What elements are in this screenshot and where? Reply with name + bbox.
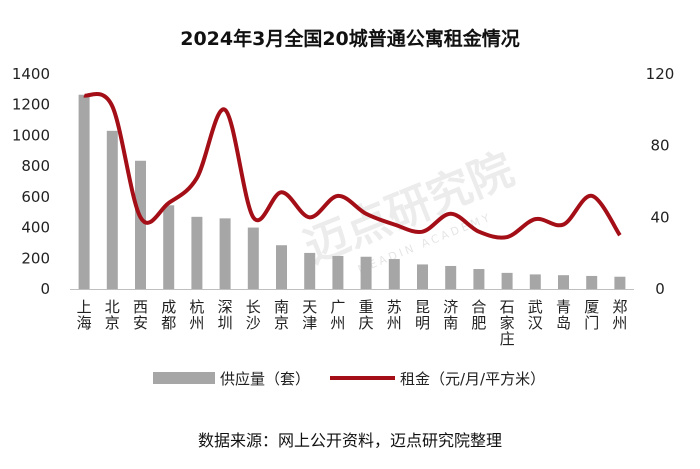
left-tick-label: 0: [40, 280, 50, 298]
bar-西安: [135, 160, 146, 289]
category-label: 合肥: [471, 298, 486, 332]
bar-合肥: [473, 269, 485, 289]
bar-厦门: [586, 275, 598, 289]
bar-北京: [106, 130, 118, 289]
bar-苏州: [388, 259, 400, 289]
right-tick-label: 120: [646, 65, 675, 83]
category-label: 北京: [105, 298, 120, 332]
bar-天津: [304, 252, 316, 289]
legend-label-line: 租金（元/月/平方米）: [400, 370, 545, 388]
right-tick-label: 80: [650, 137, 669, 155]
category-label: 西安: [133, 298, 148, 332]
bar-成都: [163, 205, 175, 289]
bar-济南: [445, 265, 457, 289]
rent-line: [83, 91, 622, 240]
category-label: 上海: [77, 298, 92, 332]
bar-石家庄: [501, 272, 513, 289]
right-tick-label: 40: [650, 208, 669, 226]
bar-武汉: [529, 274, 541, 289]
category-label: 武汉: [528, 298, 543, 332]
line-series: [83, 91, 622, 240]
legend-swatch-bar: [153, 372, 215, 384]
legend-label-bar: 供应量（套）: [220, 370, 310, 388]
category-label: 郑州: [612, 298, 627, 332]
category-labels: 上海北京西安成都杭州深圳长沙南京天津广州重庆苏州昆明济南合肥石家庄武汉青岛厦门郑…: [77, 298, 628, 348]
legend: 供应量（套） 租金（元/月/平方米）: [153, 370, 545, 388]
category-label: 石家庄: [500, 298, 515, 348]
source-text: 数据来源：网上公开资料，迈点研究院整理: [198, 431, 502, 450]
bar-series: [78, 94, 626, 289]
category-label: 广州: [330, 298, 345, 332]
category-label: 天津: [302, 298, 317, 332]
bar-长沙: [247, 227, 259, 289]
category-label: 青岛: [556, 298, 571, 332]
category-label: 成都: [161, 298, 176, 332]
bar-广州: [332, 255, 344, 289]
category-label: 昆明: [415, 298, 430, 332]
chart-title: 2024年3月全国20城普通公寓租金情况: [180, 27, 520, 50]
bar-郑州: [614, 276, 626, 289]
category-label: 苏州: [387, 298, 402, 332]
left-tick-label: 1000: [12, 126, 50, 144]
right-axis: 0 40 80 120: [646, 65, 675, 298]
category-label: 重庆: [359, 298, 374, 332]
left-tick-label: 600: [21, 188, 50, 206]
left-tick-label: 400: [21, 219, 50, 237]
left-tick-label: 1400: [12, 65, 50, 83]
category-label: 南京: [274, 298, 289, 332]
bar-昆明: [417, 264, 428, 289]
category-label: 长沙: [246, 298, 261, 332]
watermark: 迈点研究院 MEADIN ACADEMY: [298, 144, 521, 276]
left-tick-label: 200: [21, 249, 50, 267]
bar-上海: [78, 94, 90, 289]
bar-重庆: [360, 256, 372, 289]
left-axis: 0 200 400 600 800 1000 1200 1400: [12, 65, 50, 298]
left-tick-label: 800: [21, 157, 50, 175]
category-label: 杭州: [189, 298, 204, 332]
left-tick-label: 1200: [12, 96, 50, 114]
bar-南京: [276, 245, 287, 289]
category-label: 深圳: [218, 298, 233, 332]
bar-杭州: [191, 216, 203, 289]
right-tick-label: 0: [655, 280, 665, 298]
bar-深圳: [219, 218, 231, 289]
category-label: 厦门: [584, 298, 599, 332]
category-label: 济南: [443, 298, 458, 332]
bar-青岛: [558, 275, 569, 289]
